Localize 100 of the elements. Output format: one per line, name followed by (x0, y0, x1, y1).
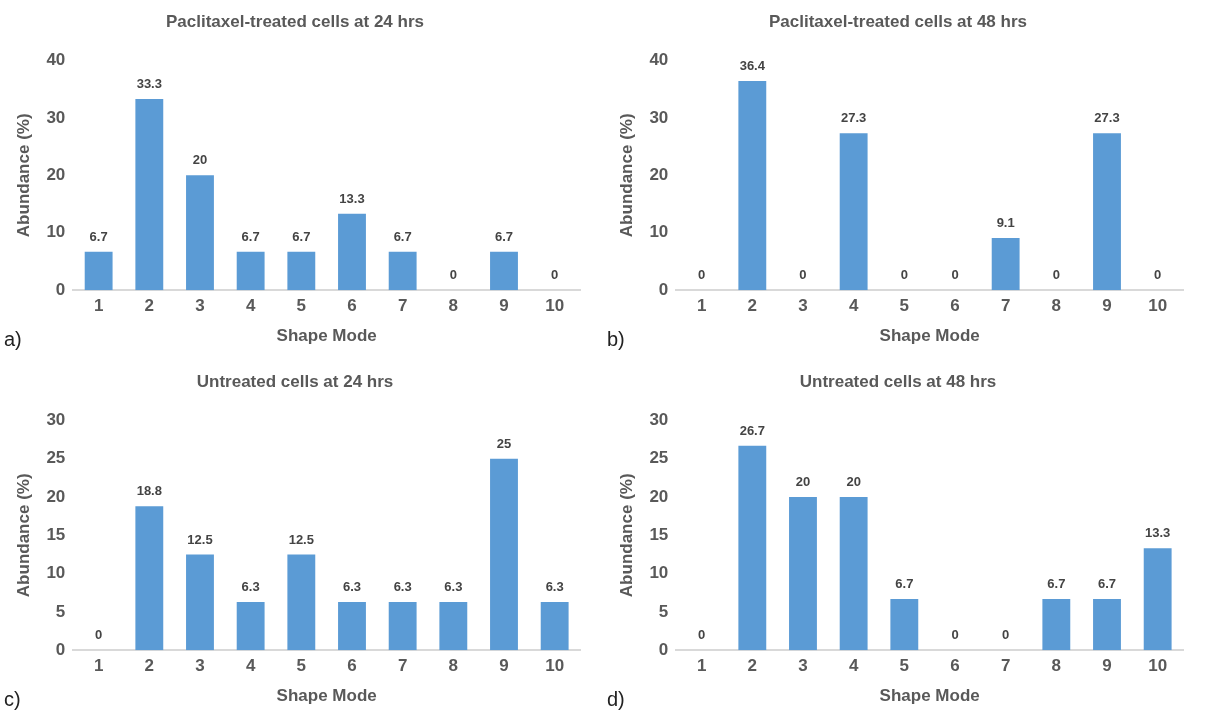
x-tick-label: 1 (93, 656, 104, 676)
y-tick-label: 20 (46, 164, 66, 184)
bar (388, 251, 417, 291)
data-label: 6.7 (393, 228, 412, 244)
x-tick-label: 8 (448, 656, 459, 676)
data-label: 6.7 (292, 228, 311, 244)
y-axis-title: Abundance (%) (616, 473, 636, 598)
text: a) (4, 328, 22, 351)
data-label: 20 (192, 152, 208, 168)
data-label: 0 (799, 267, 807, 283)
data-label: 26.7 (739, 422, 765, 438)
data-label: 6.7 (1047, 575, 1066, 591)
bar (1093, 598, 1121, 651)
x-tick-label: 3 (195, 296, 205, 316)
bar (236, 601, 265, 651)
data-label: 0 (551, 267, 559, 283)
bar (186, 175, 214, 291)
x-tick-label: 4 (245, 296, 256, 316)
y-tick-label: 30 (46, 107, 66, 127)
data-label: 25 (496, 435, 512, 451)
x-axis-title: Shape Mode (276, 326, 377, 346)
y-tick-label: 10 (46, 222, 66, 242)
y-tick-label: 0 (658, 279, 669, 299)
bar (1143, 548, 1172, 651)
y-tick-label: 5 (55, 601, 66, 621)
data-label: 6.3 (241, 579, 260, 595)
bar (540, 601, 569, 651)
data-label: 0 (1154, 267, 1162, 283)
bar (1093, 133, 1121, 291)
data-label: 20 (846, 474, 861, 490)
data-label: 0 (1052, 267, 1060, 283)
data-label: 0 (951, 627, 959, 643)
x-tick-label: 4 (245, 656, 256, 676)
x-tick-label: 5 (899, 656, 910, 676)
data-label: 33.3 (136, 75, 162, 91)
x-tick-label: 9 (499, 296, 509, 316)
x-tick-label: 8 (1051, 656, 1062, 676)
bar (287, 554, 316, 651)
x-tick-label: 7 (1000, 296, 1011, 316)
x-tick-label: 6 (950, 656, 960, 676)
y-tick-label: 40 (649, 50, 669, 70)
y-tick-label: 0 (55, 279, 66, 299)
bar (439, 601, 468, 651)
chart-title: Untreated cells at 24 hrs (196, 371, 394, 391)
y-tick-label: 20 (46, 486, 66, 506)
x-tick-label: 9 (1102, 296, 1112, 316)
x-tick-label: 2 (144, 296, 155, 316)
bar (991, 237, 1020, 291)
data-label: 6.3 (545, 579, 564, 595)
y-tick-label: 30 (649, 410, 669, 430)
x-tick-label: 10 (545, 296, 565, 316)
x-axis-title: Shape Mode (879, 686, 980, 706)
x-tick-label: 7 (397, 296, 408, 316)
x-tick-label: 8 (1051, 296, 1062, 316)
x-tick-label: 4 (848, 296, 859, 316)
x-tick-label: 1 (93, 296, 104, 316)
data-label: 6.7 (494, 228, 514, 244)
y-tick-label: 0 (658, 639, 669, 659)
x-tick-label: 2 (747, 656, 758, 676)
x-tick-label: 7 (1000, 656, 1011, 676)
data-label: 18.8 (136, 483, 162, 499)
data-label: 0 (95, 627, 103, 643)
y-tick-label: 30 (649, 107, 669, 127)
x-axis-title: Shape Mode (879, 326, 980, 346)
x-tick-label: 5 (899, 296, 910, 316)
data-label: 0 (951, 267, 959, 283)
data-label: 0 (698, 627, 706, 643)
bar (839, 497, 868, 651)
chart-title: Paclitaxel-treated cells at 24 hrs (166, 11, 424, 31)
x-tick-label: 10 (1148, 656, 1168, 676)
x-tick-label: 9 (499, 656, 509, 676)
data-label: 6.3 (342, 579, 362, 595)
bar (1042, 598, 1071, 651)
bar (338, 213, 366, 291)
data-label: 9.1 (996, 215, 1015, 230)
bar (738, 81, 767, 291)
bar (490, 251, 518, 291)
x-tick-label: 1 (696, 656, 707, 676)
y-tick-label: 15 (46, 524, 66, 544)
text: b) (607, 328, 625, 351)
x-tick-label: 6 (950, 296, 960, 316)
data-label: 20 (795, 474, 811, 490)
data-label: 27.3 (840, 110, 867, 126)
bar (738, 445, 767, 651)
bar (338, 601, 366, 651)
x-tick-label: 6 (347, 656, 357, 676)
data-label: 6.7 (895, 575, 914, 591)
y-axis-title: Abundance (%) (13, 113, 33, 238)
data-label: 6.7 (241, 228, 260, 244)
data-label: 12.5 (187, 531, 213, 547)
y-tick-label: 10 (649, 563, 669, 583)
bar (287, 251, 316, 291)
data-label: 36.4 (739, 58, 766, 74)
y-tick-label: 30 (46, 410, 66, 430)
bar (236, 251, 265, 291)
x-tick-label: 7 (397, 656, 408, 676)
x-tick-label: 10 (1148, 296, 1168, 316)
data-label: 0 (900, 267, 908, 283)
data-label: 13.3 (339, 190, 365, 206)
y-tick-label: 10 (649, 222, 669, 242)
